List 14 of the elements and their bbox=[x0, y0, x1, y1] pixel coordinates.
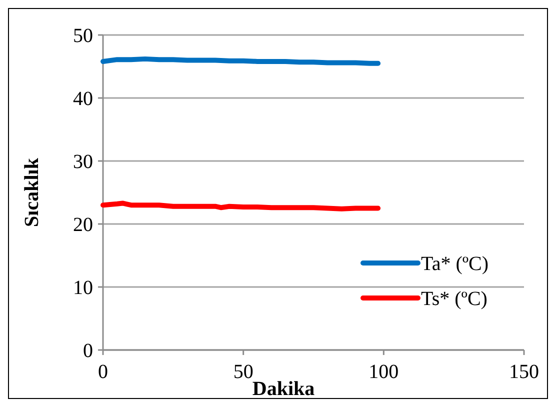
y-tick-label: 20 bbox=[73, 214, 93, 236]
y-tick-label: 40 bbox=[73, 88, 93, 110]
x-tick-label: 150 bbox=[509, 361, 539, 383]
legend-label: Ta* (ºC) bbox=[421, 253, 489, 275]
y-tick-label: 0 bbox=[83, 340, 93, 362]
x-tick-label: 100 bbox=[368, 361, 399, 383]
x-tick-label: 0 bbox=[98, 361, 108, 383]
x-axis-title: Dakika bbox=[252, 378, 315, 400]
x-tick-label: 50 bbox=[233, 361, 254, 383]
y-tick-label: 50 bbox=[73, 25, 93, 47]
y-tick-label: 10 bbox=[73, 277, 93, 299]
legend-label: Ts* (ºC) bbox=[421, 288, 488, 310]
y-tick-label: 30 bbox=[73, 151, 93, 173]
y-axis-title: Sıcaklık bbox=[21, 157, 43, 227]
